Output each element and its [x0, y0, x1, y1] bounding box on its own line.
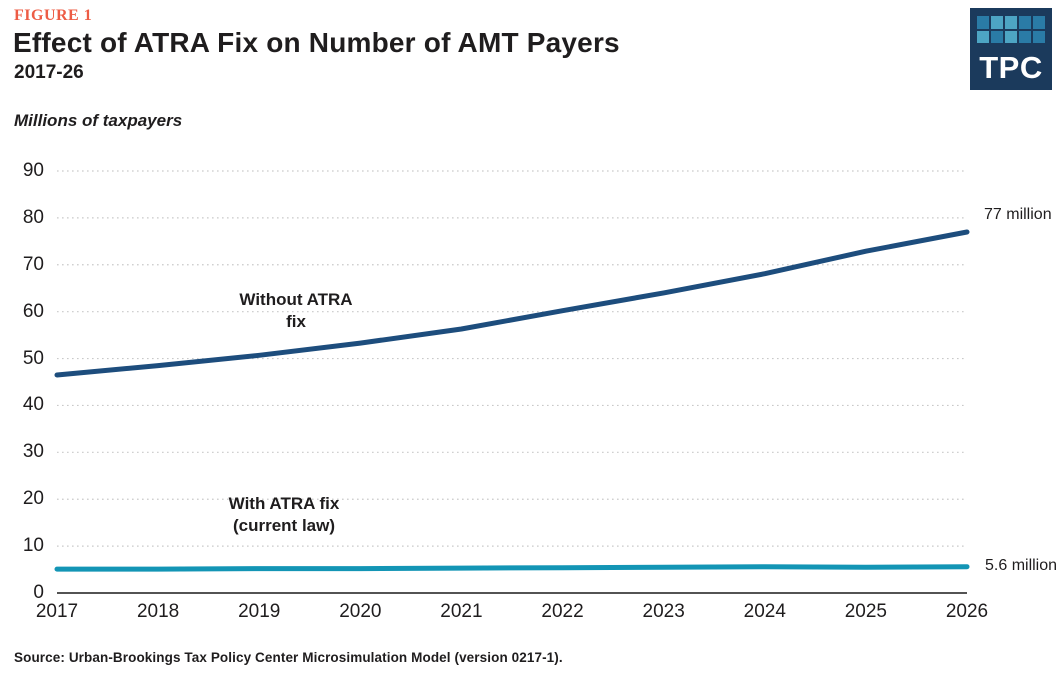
logo-tile — [977, 16, 989, 29]
chart-title: Effect of ATRA Fix on Number of AMT Paye… — [13, 27, 620, 58]
y-tick-label: 10 — [22, 535, 44, 557]
y-tick-label: 0 — [33, 582, 44, 603]
series-label-line: With ATRA fix — [228, 494, 340, 513]
series-label-line: Without ATRA — [239, 290, 353, 309]
annotation-with-end: 5.6 million — [985, 557, 1058, 574]
figure-label: FIGURE 1 — [14, 7, 93, 24]
logo-tile — [1019, 30, 1031, 43]
y-tick-label: 50 — [22, 347, 44, 369]
y-tick-label: 20 — [22, 488, 44, 510]
series-label-line: fix — [286, 312, 306, 331]
logo-tile — [991, 16, 1003, 29]
x-tick-label: 2020 — [339, 601, 382, 622]
logo-tile — [1033, 30, 1045, 43]
logo-tile — [1005, 30, 1017, 43]
logo-tile — [1019, 16, 1031, 29]
series-label-without-atra: Without ATRA fix — [196, 289, 396, 333]
y-tick-label: 60 — [22, 300, 44, 322]
x-tick-label: 2019 — [238, 601, 281, 622]
annotation-without-end: 77 million — [984, 206, 1052, 223]
series-line-with-atra — [54, 564, 970, 572]
y-tick-label: 70 — [22, 253, 44, 275]
x-tick-label: 2023 — [642, 601, 685, 622]
x-tick-label: 2018 — [136, 601, 180, 622]
y-tick-label: 30 — [22, 441, 44, 463]
x-tick-label: 2021 — [440, 601, 483, 622]
logo-tile — [991, 30, 1003, 43]
source-note: Source: Urban-Brookings Tax Policy Cente… — [14, 650, 563, 665]
x-tick-label: 2025 — [844, 601, 888, 622]
logo-tile — [977, 30, 989, 43]
tpc-logo: TPC — [970, 8, 1052, 90]
x-tick-label: 2024 — [743, 601, 786, 622]
y-tick-label: 80 — [22, 206, 44, 228]
logo-text: TPC — [979, 50, 1043, 85]
gridlines — [57, 170, 967, 547]
series-label-line: (current law) — [232, 516, 336, 535]
logo-tile-grid — [977, 16, 1045, 43]
y-tick-label: 90 — [22, 160, 44, 181]
chart-subtitle: 2017-26 — [14, 62, 84, 83]
y-tick-label: 40 — [22, 394, 44, 416]
x-tick-label: 2026 — [945, 601, 989, 622]
x-tick-label: 2017 — [35, 601, 79, 622]
series-label-with-atra: With ATRA fix (current law) — [184, 493, 384, 537]
y-axis-units-label: Millions of taxpayers — [14, 111, 183, 130]
series-line-without-atra — [54, 229, 970, 378]
logo-tile — [1005, 16, 1017, 29]
x-tick-label: 2022 — [541, 601, 584, 622]
logo-tile — [1033, 16, 1045, 29]
